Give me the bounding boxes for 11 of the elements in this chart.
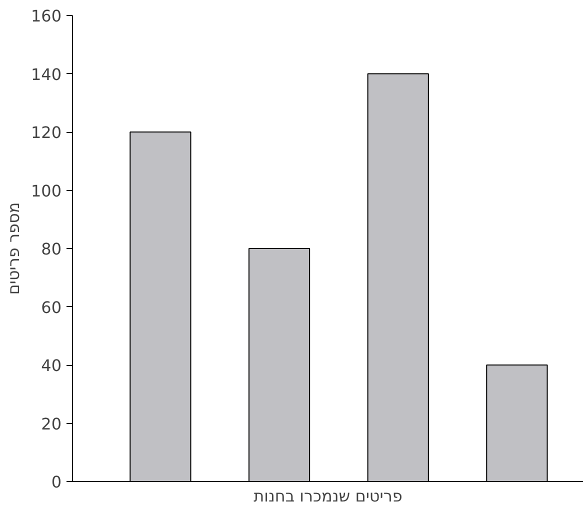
y-tick-label: 20 [41,414,62,434]
x-axis-title: פריטים שנמכרו בחנות [254,486,402,506]
y-axis-title: מספר פריטים [4,202,23,295]
y-tick-label: 120 [30,123,62,142]
y-tick-label: 60 [41,298,62,317]
y-tick-label: 140 [30,64,62,84]
y-tick-label: 80 [41,240,62,258]
y-tick-label: 0 [51,472,62,492]
y-tick-label: 160 [30,6,62,26]
y-tick-label: 100 [30,181,62,200]
y-tick-label: 40 [41,356,62,375]
